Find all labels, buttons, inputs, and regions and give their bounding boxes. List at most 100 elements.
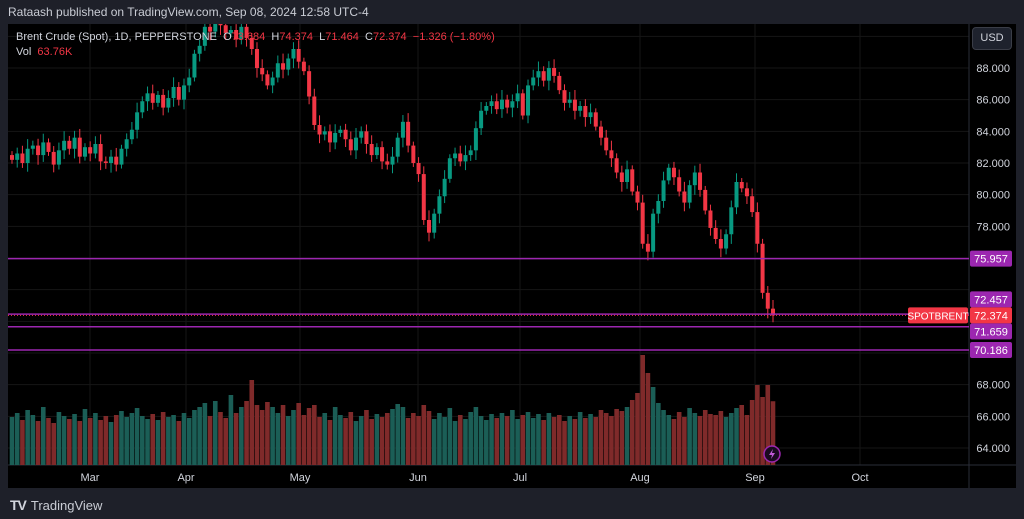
price-chart[interactable]: 88.000 86.000 84.000 82.000 80.000 78.000 68.0…	[8, 24, 1016, 488]
volume-bar	[364, 410, 369, 465]
volume-bar	[640, 355, 645, 465]
currency-button[interactable]: USD	[972, 27, 1012, 50]
candle-body	[140, 101, 145, 113]
volume-bar	[666, 415, 672, 465]
volume-bar	[614, 409, 619, 465]
volume-bar	[645, 373, 651, 465]
candle-body	[671, 167, 676, 178]
price-tick-label: 68.000	[976, 380, 1010, 392]
volume-bar	[239, 407, 244, 465]
volume-bar	[744, 415, 750, 465]
volume-bar	[134, 408, 140, 465]
candle-body	[494, 101, 499, 110]
volume-bar	[504, 416, 510, 465]
candle-body	[499, 99, 504, 110]
candle-body	[124, 139, 129, 149]
candle-body	[234, 30, 239, 40]
time-tick-label: May	[290, 472, 311, 484]
volume-bar	[192, 410, 197, 465]
price-tick-label: 88.000	[976, 63, 1010, 75]
candle-body	[572, 99, 577, 111]
volume-bar	[296, 403, 301, 465]
volume-bar	[77, 421, 83, 465]
time-tick-label: Mar	[81, 472, 100, 484]
volume-bar	[140, 416, 145, 465]
candle-body	[395, 137, 400, 157]
volume-bar	[603, 413, 609, 465]
volume-bar	[379, 417, 385, 465]
volume-bar	[35, 421, 41, 465]
volume-bar	[525, 412, 531, 465]
volume-bar	[734, 408, 739, 465]
lightning-glyph	[769, 449, 775, 459]
volume-bar	[166, 417, 171, 465]
volume-bar	[452, 421, 458, 465]
symbol-tag: SPOTBRENT	[907, 311, 968, 322]
last-price-label-bg	[970, 307, 1012, 324]
candle-body	[228, 30, 233, 34]
volume-bar	[718, 411, 724, 465]
candle-body	[145, 93, 150, 102]
candle-body	[327, 131, 332, 143]
symbol-tag-bg	[908, 307, 968, 324]
candle-body	[698, 172, 703, 190]
volume-bar	[546, 413, 552, 465]
symbol-label: Brent Crude (Spot), 1D, PEPPERSTONE	[16, 31, 217, 43]
volume-bar	[583, 418, 588, 465]
price-tick-label: 78.000	[976, 221, 1010, 233]
volume-bar	[369, 419, 374, 465]
volume-bar	[93, 413, 98, 465]
candle-body	[598, 126, 603, 138]
last-price-label: 72.374	[974, 310, 1008, 322]
candle-body	[515, 93, 520, 102]
candle-body	[369, 144, 374, 156]
volume-bar	[280, 405, 286, 465]
candle-body	[750, 196, 755, 213]
tradingview-logo-icon: TV	[10, 497, 27, 513]
volume-bar	[40, 407, 46, 465]
time-tick-label: Jul	[513, 472, 527, 484]
volume-bar	[113, 415, 119, 465]
low-label: L	[319, 31, 326, 43]
candle-body	[254, 49, 259, 68]
candle-body	[625, 169, 630, 182]
candle-body	[93, 144, 98, 154]
volume-bar	[676, 412, 682, 465]
volume-bar	[87, 418, 93, 465]
candle-body	[114, 156, 119, 165]
volume-bar	[332, 407, 338, 465]
chart-canvas[interactable]: 88.000 86.000 84.000 82.000 80.000 78.000 68.0…	[8, 24, 1016, 488]
close-label: C	[365, 31, 373, 43]
candle-body	[296, 49, 301, 62]
candle-body	[718, 239, 723, 249]
volume-bar	[317, 417, 322, 465]
volume-bar	[530, 418, 536, 465]
candle-body	[557, 75, 562, 91]
candle-body	[593, 112, 598, 127]
candle-body	[771, 308, 775, 316]
level-price-label-bg	[970, 250, 1012, 267]
volume-bar	[176, 421, 182, 465]
candle-body	[72, 137, 77, 149]
volume-bar	[249, 380, 255, 465]
vol-label: Vol	[16, 46, 32, 58]
candle-body	[604, 137, 609, 151]
price-tick-label: 64.000	[976, 443, 1010, 455]
chart-legend: Brent Crude (Spot), 1D, PEPPERSTONE O73.…	[16, 30, 495, 60]
candle-body	[15, 153, 20, 160]
time-tick-label: Aug	[630, 472, 650, 484]
candle-body	[630, 169, 635, 192]
candle-body	[291, 49, 296, 59]
candle-body	[406, 121, 411, 146]
candle-body	[41, 142, 46, 156]
volume-bar	[562, 421, 567, 465]
time-tick-label: Jun	[409, 472, 427, 484]
volume-bar	[739, 405, 745, 465]
volume-bar	[259, 410, 265, 465]
volume-bar	[171, 415, 176, 465]
candle-body	[760, 243, 765, 293]
volume-bar	[457, 415, 463, 465]
candle-body	[687, 185, 692, 203]
candle-body	[458, 153, 463, 162]
close-value: 72.374	[373, 31, 407, 43]
